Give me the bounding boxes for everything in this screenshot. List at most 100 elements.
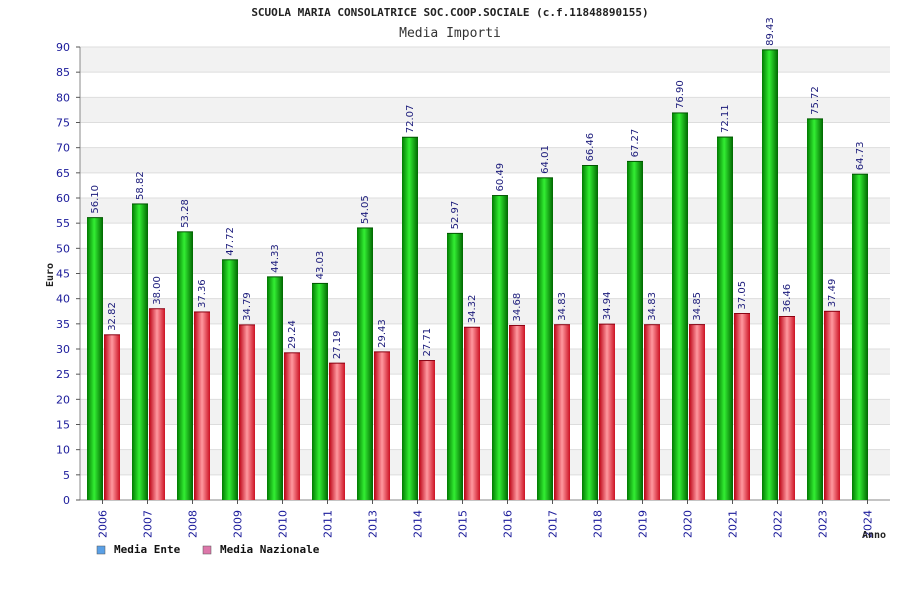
x-tick-label: 2019 <box>637 510 650 538</box>
grid-band <box>80 349 890 375</box>
bar-media-nazionale <box>194 311 210 500</box>
value-label-media-ente: 60.49 <box>495 163 506 192</box>
grid-band <box>80 449 890 475</box>
value-label-media-ente: 53.28 <box>180 199 191 228</box>
bar-media-ente <box>717 137 733 500</box>
legend-label-media-ente: Media Ente <box>114 543 181 556</box>
value-label-media-ente: 44.33 <box>270 244 281 273</box>
bar-media-nazionale <box>509 325 525 500</box>
x-tick-label: 2010 <box>277 510 290 538</box>
value-label-media-nazionale: 37.05 <box>737 281 748 310</box>
x-tick-label: 2009 <box>232 510 245 538</box>
value-label-media-ente: 64.01 <box>540 145 551 174</box>
bar-media-ente <box>582 165 598 500</box>
bar-media-nazionale <box>734 313 750 500</box>
x-tick-label: 2018 <box>592 510 605 538</box>
x-tick-label: 2024 <box>862 510 875 538</box>
bar-media-nazionale <box>554 324 570 500</box>
x-tick-label: 2008 <box>187 510 200 538</box>
value-label-media-nazionale: 37.36 <box>197 279 208 308</box>
value-label-media-nazionale: 32.82 <box>107 302 118 331</box>
x-axis-label: Anno <box>862 530 886 541</box>
bar-media-ente <box>537 177 553 500</box>
x-tick-label: 2016 <box>502 510 515 538</box>
gridlines <box>79 46 890 501</box>
grid-band <box>80 248 890 274</box>
y-tick-label: 40 <box>56 293 70 306</box>
grid-band <box>80 47 890 73</box>
bar-media-ente <box>672 112 688 500</box>
bars <box>87 49 868 501</box>
y-axis-ticks: 0 5 10 15 20 25 30 35 40 45 50 55 60 65 70 75 80 85 90 <box>56 41 80 507</box>
x-tick-label: 2023 <box>817 510 830 538</box>
y-tick-label: 0 <box>63 494 70 507</box>
value-label-media-nazionale: 34.83 <box>647 292 658 321</box>
value-label-media-ente: 66.46 <box>585 133 596 162</box>
bar-media-ente <box>402 137 418 500</box>
bar-media-nazionale <box>329 363 345 500</box>
bar-media-ente <box>222 259 238 500</box>
value-label-media-ente: 58.82 <box>135 171 146 200</box>
value-label-media-nazionale: 29.43 <box>377 319 388 348</box>
y-tick-label: 55 <box>56 217 70 230</box>
value-label-media-ente: 54.05 <box>360 195 371 224</box>
bar-media-nazionale <box>239 324 255 500</box>
x-tick-label: 2011 <box>322 510 335 538</box>
chart-subtitle: Media Importi <box>399 26 501 41</box>
x-tick-label: 2022 <box>772 510 785 538</box>
grid-band <box>80 399 890 425</box>
grid-band <box>80 298 890 324</box>
legend-swatch-media-nazionale <box>202 545 212 555</box>
grid-band <box>80 147 890 173</box>
bar-media-ente <box>627 161 643 501</box>
y-tick-label: 20 <box>56 393 70 406</box>
y-tick-label: 85 <box>56 66 70 79</box>
y-tick-label: 15 <box>56 419 70 432</box>
value-label-media-ente: 75.72 <box>810 86 821 115</box>
y-tick-label: 75 <box>56 117 70 130</box>
legend: Media Ente Media Nazionale <box>96 543 320 556</box>
bar-media-nazionale <box>464 327 480 500</box>
value-label-media-nazionale: 29.24 <box>287 320 298 349</box>
bar-media-ente <box>267 276 283 500</box>
value-label-media-nazionale: 27.71 <box>422 328 433 357</box>
value-label-media-ente: 67.27 <box>630 129 641 158</box>
x-axis-ticks: 2006 2007 2008 2009 2010 2011 2013 2014 2015 2016… <box>97 500 875 538</box>
y-tick-label: 65 <box>56 167 70 180</box>
value-label-media-ente: 76.90 <box>675 80 686 109</box>
bar-media-nazionale <box>284 352 300 500</box>
legend-swatch-media-ente <box>96 545 106 555</box>
value-label-media-nazionale: 34.79 <box>242 292 253 321</box>
value-label-media-nazionale: 36.46 <box>782 284 793 313</box>
y-tick-label: 60 <box>56 192 70 205</box>
value-label-media-ente: 56.10 <box>90 185 101 214</box>
bar-media-ente <box>762 49 778 501</box>
x-tick-label: 2015 <box>457 510 470 538</box>
grid-band <box>80 198 890 224</box>
y-tick-label: 90 <box>56 41 70 54</box>
x-tick-label: 2006 <box>97 510 110 538</box>
bar-media-nazionale <box>644 324 660 500</box>
bar-media-ente <box>87 217 103 500</box>
value-label-media-ente: 72.11 <box>720 104 731 133</box>
chart-title: SCUOLA MARIA CONSOLATRICE SOC.COOP.SOCIA… <box>251 6 648 19</box>
value-label-media-ente: 72.07 <box>405 105 416 134</box>
bar-media-nazionale <box>419 360 435 500</box>
x-tick-label: 2007 <box>142 510 155 538</box>
value-label-media-ente: 43.03 <box>315 251 326 280</box>
value-label-media-nazionale: 37.49 <box>827 279 838 308</box>
x-tick-label: 2014 <box>412 510 425 538</box>
y-tick-label: 25 <box>56 368 70 381</box>
bar-media-nazionale <box>824 311 840 500</box>
bar-media-ente <box>492 195 508 500</box>
bar-media-ente <box>132 203 148 500</box>
value-label-media-ente: 64.73 <box>855 142 866 171</box>
bar-media-nazionale <box>149 308 165 500</box>
bar-media-ente <box>177 231 193 500</box>
y-axis-label: Euro <box>45 263 56 287</box>
bar-media-ente <box>852 174 868 501</box>
value-label-media-ente: 52.97 <box>450 201 461 230</box>
value-label-media-ente: 89.43 <box>765 17 776 46</box>
bar-media-nazionale <box>104 334 120 500</box>
